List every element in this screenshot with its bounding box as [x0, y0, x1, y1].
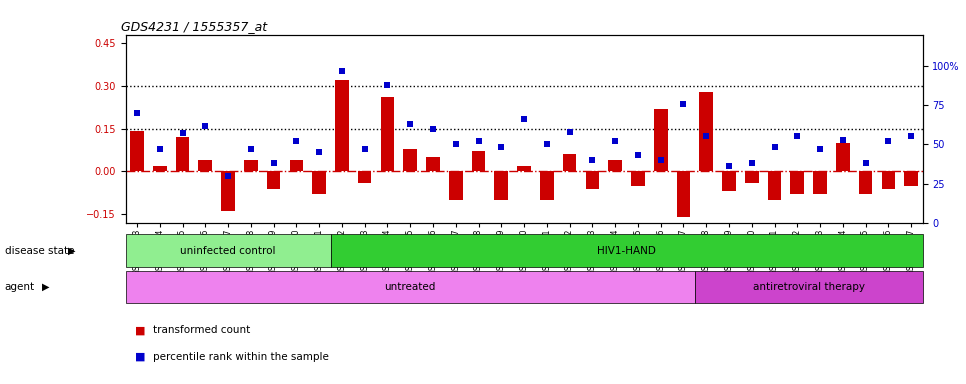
Bar — [699, 91, 713, 171]
Point — [380, 82, 395, 88]
Point — [266, 160, 281, 166]
Point — [608, 138, 623, 144]
Point — [197, 122, 213, 129]
Bar — [312, 171, 326, 194]
Bar — [381, 97, 394, 171]
Point — [494, 144, 509, 151]
Text: untreated: untreated — [384, 282, 436, 292]
Bar — [290, 160, 303, 171]
Point — [403, 121, 418, 127]
Bar — [859, 171, 872, 194]
Bar — [540, 171, 554, 200]
Text: agent: agent — [5, 282, 35, 292]
Bar — [221, 171, 235, 211]
Bar — [176, 137, 189, 171]
Bar — [126, 234, 330, 267]
Bar — [745, 171, 758, 183]
Point — [539, 141, 554, 147]
Bar — [517, 166, 531, 171]
Point — [812, 146, 828, 152]
Bar — [130, 131, 144, 171]
Bar — [404, 149, 417, 171]
Point — [516, 116, 531, 122]
Text: ■: ■ — [135, 325, 146, 335]
Point — [744, 160, 759, 166]
Text: HIV1-HAND: HIV1-HAND — [597, 245, 656, 256]
Bar — [495, 171, 508, 200]
Bar — [609, 160, 622, 171]
Bar — [585, 171, 599, 189]
Bar — [676, 171, 691, 217]
Point — [676, 101, 692, 107]
Bar — [723, 171, 736, 191]
Bar — [198, 160, 213, 171]
Bar — [790, 171, 804, 194]
Bar — [904, 171, 918, 185]
Point — [562, 129, 578, 135]
Point — [881, 138, 896, 144]
Bar — [563, 154, 577, 171]
Text: percentile rank within the sample: percentile rank within the sample — [153, 352, 328, 362]
Bar — [126, 271, 695, 303]
Point — [220, 173, 236, 179]
Text: disease state: disease state — [5, 245, 74, 256]
Bar — [244, 160, 258, 171]
Point — [448, 141, 464, 147]
Point — [789, 133, 805, 139]
Bar — [882, 171, 895, 189]
Bar — [153, 166, 166, 171]
Point — [858, 160, 873, 166]
Text: transformed count: transformed count — [153, 325, 250, 335]
Text: uninfected control: uninfected control — [181, 245, 276, 256]
Point — [903, 133, 919, 139]
Bar — [335, 80, 349, 171]
Point — [470, 138, 486, 144]
Point — [722, 163, 737, 169]
Point — [653, 157, 668, 163]
Point — [767, 144, 782, 151]
Bar — [631, 171, 644, 185]
Text: antiretroviral therapy: antiretroviral therapy — [753, 282, 865, 292]
Bar — [695, 271, 923, 303]
Bar — [654, 109, 668, 171]
Point — [152, 146, 167, 152]
Bar — [330, 234, 923, 267]
Point — [334, 68, 350, 74]
Bar — [449, 171, 463, 200]
Text: ▶: ▶ — [42, 282, 49, 292]
Bar — [836, 143, 850, 171]
Point — [835, 137, 850, 143]
Point — [630, 152, 645, 158]
Bar — [267, 171, 280, 189]
Point — [175, 130, 190, 136]
Point — [698, 133, 714, 139]
Point — [129, 110, 145, 116]
Point — [311, 149, 327, 155]
Bar — [426, 157, 440, 171]
Bar — [768, 171, 781, 200]
Bar — [471, 151, 485, 171]
Bar — [357, 171, 372, 183]
Point — [584, 157, 600, 163]
Bar — [813, 171, 827, 194]
Point — [425, 126, 440, 132]
Point — [357, 146, 373, 152]
Text: GDS4231 / 1555357_at: GDS4231 / 1555357_at — [121, 20, 267, 33]
Point — [243, 146, 259, 152]
Text: ■: ■ — [135, 352, 146, 362]
Text: ▶: ▶ — [68, 245, 75, 256]
Point — [289, 138, 304, 144]
